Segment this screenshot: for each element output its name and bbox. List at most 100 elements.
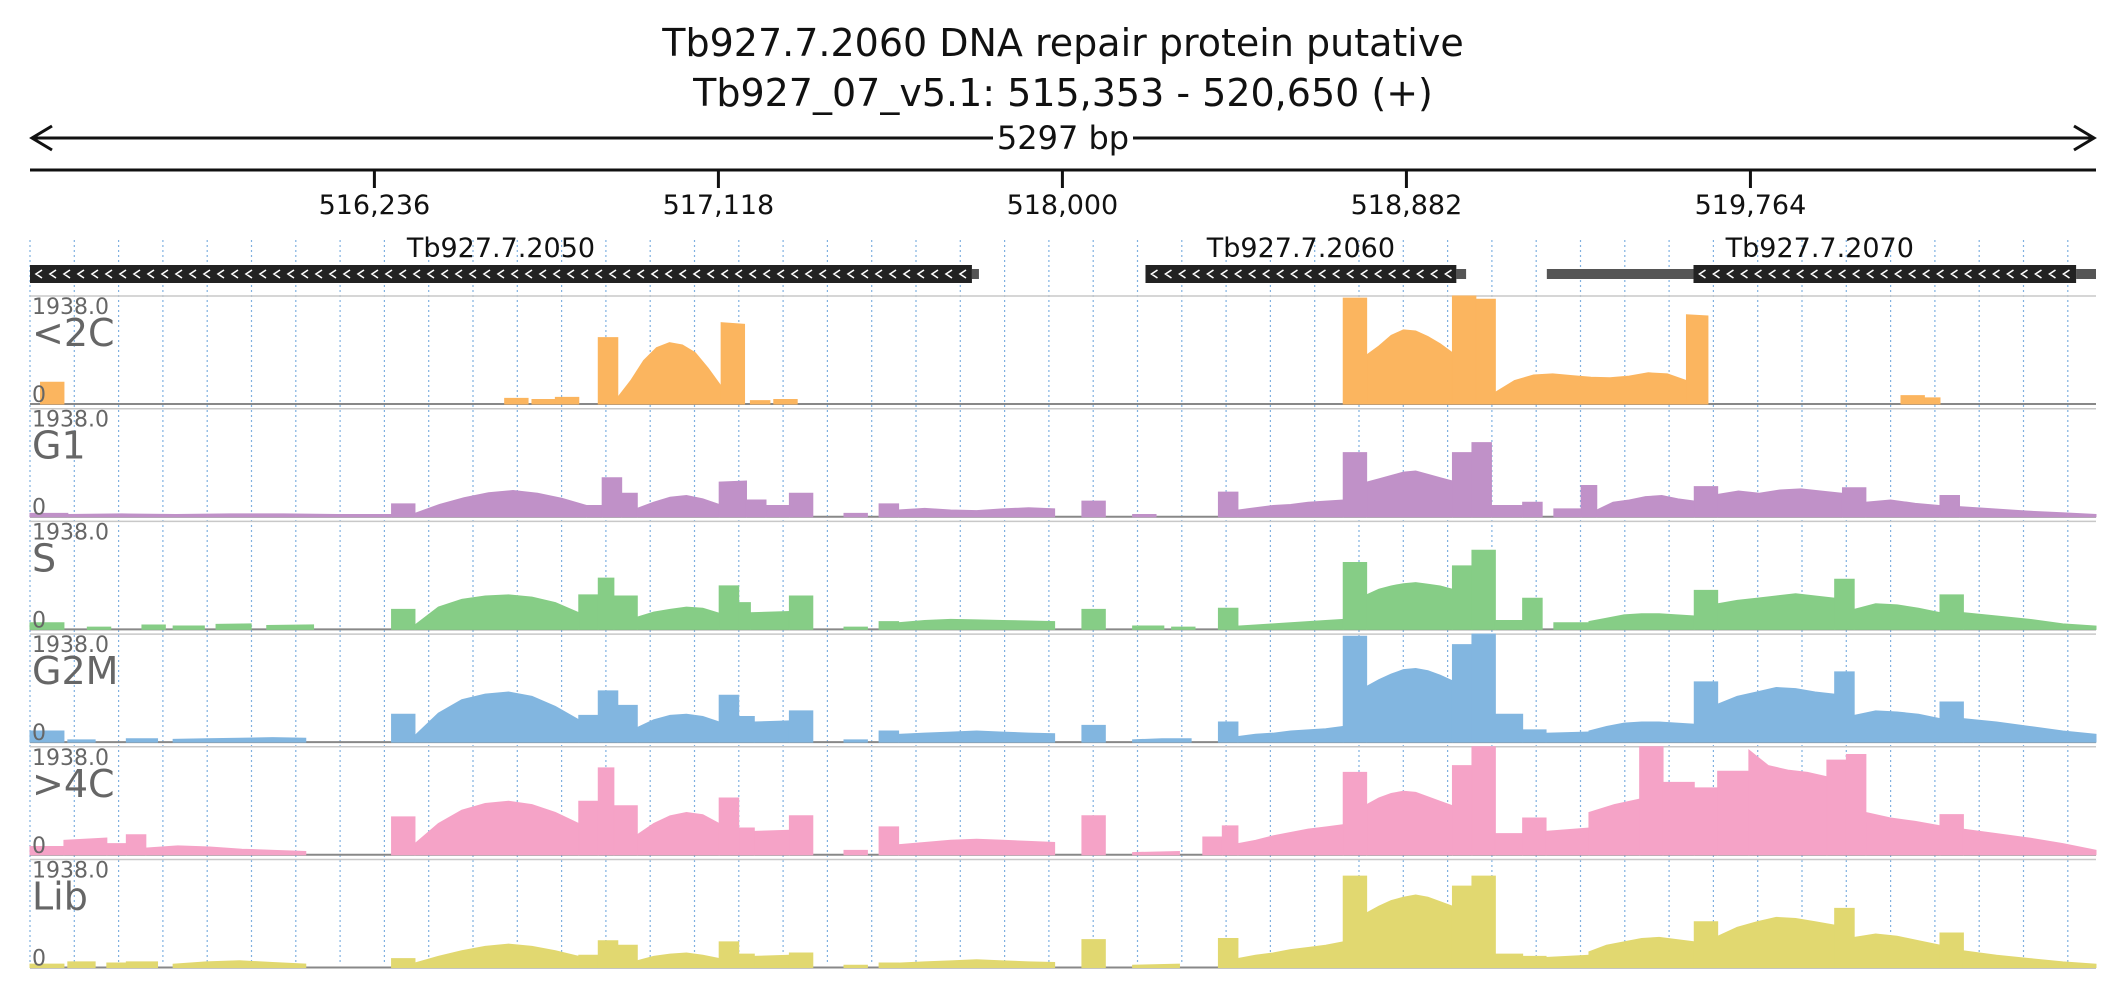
coverage-segment [1132,963,1180,968]
coverage-segment [1471,633,1496,743]
y-max-label: 1938.0 [32,746,109,771]
coverage-segment [843,512,868,518]
coverage-segment [1588,721,1695,743]
span-label: 5297 bp [997,119,1129,157]
coverage-segment [578,714,599,743]
coverage-segment [1853,603,1941,630]
coverage-segment [753,954,790,968]
coverage-segment [106,843,127,856]
coverage-segment [1748,748,1828,856]
coverage-segment [1962,950,2097,968]
coverage-segment [1494,619,1524,630]
coverage-segment [843,964,868,968]
y-min-label: 0 [32,947,46,972]
coverage-segment [1834,907,1855,968]
coverage-segment [1237,824,1344,856]
coverage-segment [1939,701,1964,743]
coverage-segment [40,381,65,405]
y-max-label: 1938.0 [32,520,109,545]
coverage-segment [1342,562,1368,630]
strand-arrows [34,269,967,279]
coverage-segment [1923,397,1941,405]
coverage-segment [843,739,868,743]
gene-body [1145,265,1457,283]
coverage-segment [1471,875,1496,968]
coverage-segment [1865,811,1941,856]
y-max-label: 1938.0 [32,633,109,658]
coverage-segment [720,322,746,405]
coverage-segment [1081,500,1106,518]
coverage-segment [1081,724,1106,743]
coverage-segment [718,480,747,518]
coverage-segment [617,342,722,405]
coverage-segment [738,827,755,856]
coverage-segment [1693,589,1719,630]
coverage-segment [738,953,755,968]
coverage-segment [1834,578,1855,630]
coverage-segment [1717,686,1836,743]
coverage-segment [1553,508,1582,518]
coverage-segment [86,626,112,630]
coverage-segment [1217,938,1239,968]
coverage-segment [749,400,771,405]
coverage-segment [1853,933,1941,968]
coverage-segment [1685,314,1709,405]
coverage-segment [67,961,96,968]
coverage-segment [788,710,814,743]
span-label-bg [993,120,1133,156]
coverage-segment [898,838,1056,856]
x-tick-label: 518,000 [1007,190,1119,221]
coverage-segment [898,507,1056,518]
coverage-segment [414,800,580,856]
coverage-segment [878,503,900,518]
coverage-segment [1522,955,1547,968]
coverage-segment [1545,731,1590,743]
coverage-segment [391,816,416,856]
coverage-segment [1834,671,1855,743]
coverage-segment [172,737,307,743]
coverage-segment [1939,814,1964,856]
coverage-segment [391,503,416,518]
coverage-segment [718,941,740,968]
track-name: S [32,536,56,580]
coverage-segment [1132,625,1165,630]
coverage-segment [773,399,798,405]
coverage-segment [878,621,900,630]
gene-utr [971,269,979,279]
coverage-segment [617,944,638,968]
coverage-segment [1451,885,1473,968]
coverage-segment [1217,607,1239,630]
coverage-segment [1693,681,1719,743]
coverage-segment [1693,486,1719,518]
coverage-segment [745,499,767,518]
track-name: G2M [32,649,118,693]
coverage-segment [1865,499,1941,518]
y-max-label: 1938.0 [32,859,109,884]
span-arrow-left [29,124,53,152]
span-arrow-right [2073,124,2097,152]
coverage-segment [597,940,619,968]
coverage-segment [63,837,108,856]
track-name: G1 [32,424,86,468]
coverage-segment [1522,597,1543,630]
coverage-segment [1342,297,1368,405]
coverage-segment [1366,668,1453,743]
coverage-segment [1522,729,1547,743]
y-min-label: 0 [32,721,46,746]
coverage-segment [578,594,599,630]
coverage-segment [898,730,1056,743]
y-min-label: 0 [32,834,46,859]
coverage-segment [414,691,580,743]
coverage-segment [636,811,720,856]
gene-label: Tb927.7.2070 [1725,233,1914,264]
coverage-segment [636,606,720,630]
coverage-segment [1588,613,1695,630]
coverage-segment [1494,953,1524,968]
coverage-segment [898,618,1056,630]
coverage-segment [1342,875,1368,968]
coverage-segment [788,815,814,856]
coverage-segment [597,767,615,856]
coverage-segment [391,713,416,743]
